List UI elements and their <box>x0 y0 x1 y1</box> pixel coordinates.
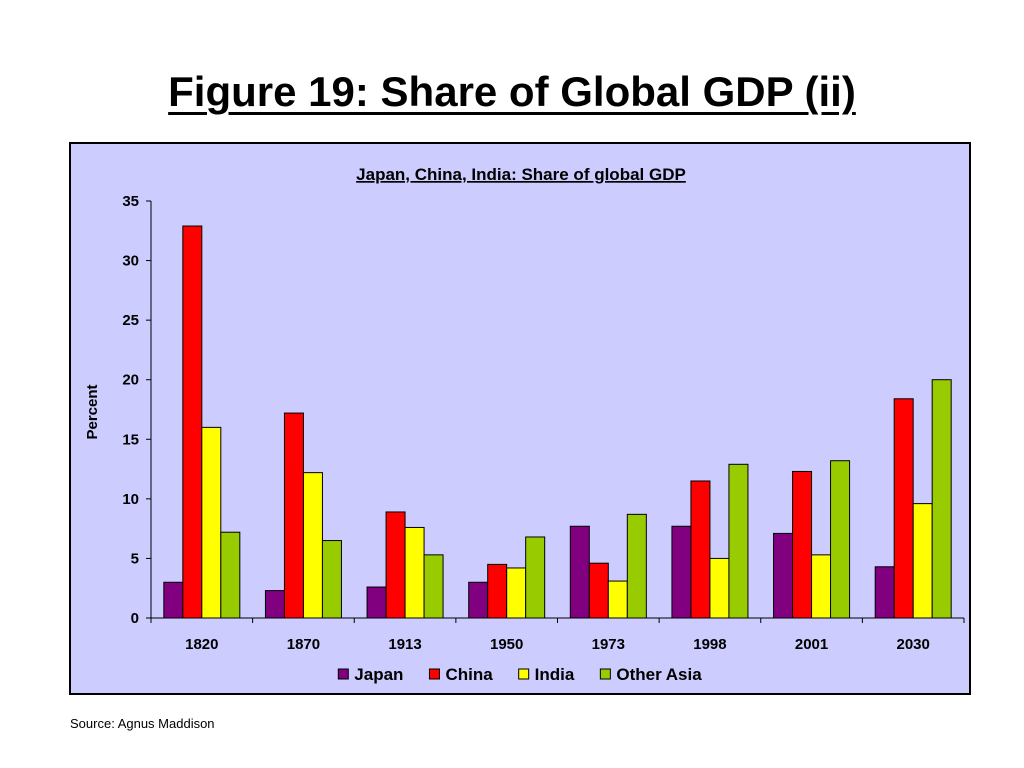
x-tick-label: 1820 <box>185 636 218 653</box>
x-tick-label: 1870 <box>287 636 320 653</box>
bar-other-asia-2001 <box>830 460 851 619</box>
x-tick-label: 2030 <box>897 636 930 653</box>
x-tick-label: 2001 <box>795 636 828 653</box>
bar-japan-2001 <box>773 532 794 619</box>
bar-china-1950 <box>487 563 508 619</box>
source-note: Source: Agnus Maddison <box>70 716 215 731</box>
y-tick-label: 25 <box>122 312 139 329</box>
bar-other-asia-1870 <box>321 540 342 619</box>
x-tick-label: 1998 <box>693 636 726 653</box>
chart-title: Japan, China, India: Share of global GDP <box>356 165 686 184</box>
bar-other-asia-1950 <box>525 536 546 619</box>
bar-other-asia-1820 <box>220 531 241 619</box>
y-tick-label: 15 <box>122 431 139 448</box>
bar-india-1973 <box>607 580 628 619</box>
legend-swatch-japan <box>337 668 349 680</box>
x-tick-label: 1973 <box>592 636 625 653</box>
bar-other-asia-1998 <box>728 463 749 619</box>
bar-china-2030 <box>893 398 914 619</box>
bar-japan-1913 <box>366 586 387 619</box>
bar-india-1870 <box>302 472 323 619</box>
bar-india-1998 <box>709 557 730 619</box>
y-tick-label: 10 <box>122 491 139 508</box>
axes: 0 5 10 15 20 25 30 35 1820 1870 1913 1950 1973 1998 20… <box>122 193 965 653</box>
y-axis-label: Percent <box>84 384 101 439</box>
chart: Japan, China, India: Share of global GDP… <box>71 144 969 693</box>
bar-china-1913 <box>385 511 406 619</box>
bar-india-1913 <box>404 526 425 619</box>
bars <box>163 225 952 619</box>
bar-china-1998 <box>690 480 711 619</box>
legend-label-china: China <box>445 665 493 684</box>
bar-india-2030 <box>912 503 933 619</box>
y-tick-label: 30 <box>122 253 139 270</box>
bar-japan-1950 <box>468 581 489 619</box>
legend-label-india: India <box>535 665 575 684</box>
bar-india-1820 <box>201 426 222 619</box>
y-tick-label: 5 <box>131 550 139 567</box>
bar-other-asia-2030 <box>931 379 952 619</box>
bar-other-asia-1973 <box>626 513 647 619</box>
bar-china-1973 <box>588 562 609 619</box>
bar-china-1870 <box>283 412 304 619</box>
bar-india-1950 <box>506 567 527 619</box>
bar-japan-1973 <box>569 525 590 619</box>
bar-japan-1998 <box>671 525 692 619</box>
legend-label-japan: Japan <box>354 665 403 684</box>
legend: Japan China India Other Asia <box>337 665 702 684</box>
legend-label-other-asia: Other Asia <box>616 665 702 684</box>
bar-china-1820 <box>182 225 203 619</box>
bar-other-asia-1913 <box>423 554 444 619</box>
bar-china-2001 <box>792 470 813 619</box>
chart-frame: Japan, China, India: Share of global GDP… <box>69 142 971 695</box>
bar-japan-2030 <box>874 566 895 619</box>
y-tick-label: 35 <box>122 193 139 210</box>
bar-japan-1820 <box>163 581 184 619</box>
legend-swatch-india <box>518 668 530 680</box>
bar-japan-1870 <box>264 590 285 619</box>
y-tick-label: 20 <box>122 372 139 389</box>
legend-swatch-other-asia <box>599 668 611 680</box>
bar-india-2001 <box>811 554 832 619</box>
legend-swatch-china <box>428 668 440 680</box>
x-tick-label: 1950 <box>490 636 523 653</box>
x-tick-label: 1913 <box>388 636 421 653</box>
slide-title: Figure 19: Share of Global GDP (ii) <box>168 68 856 115</box>
y-tick-label: 0 <box>131 610 139 627</box>
